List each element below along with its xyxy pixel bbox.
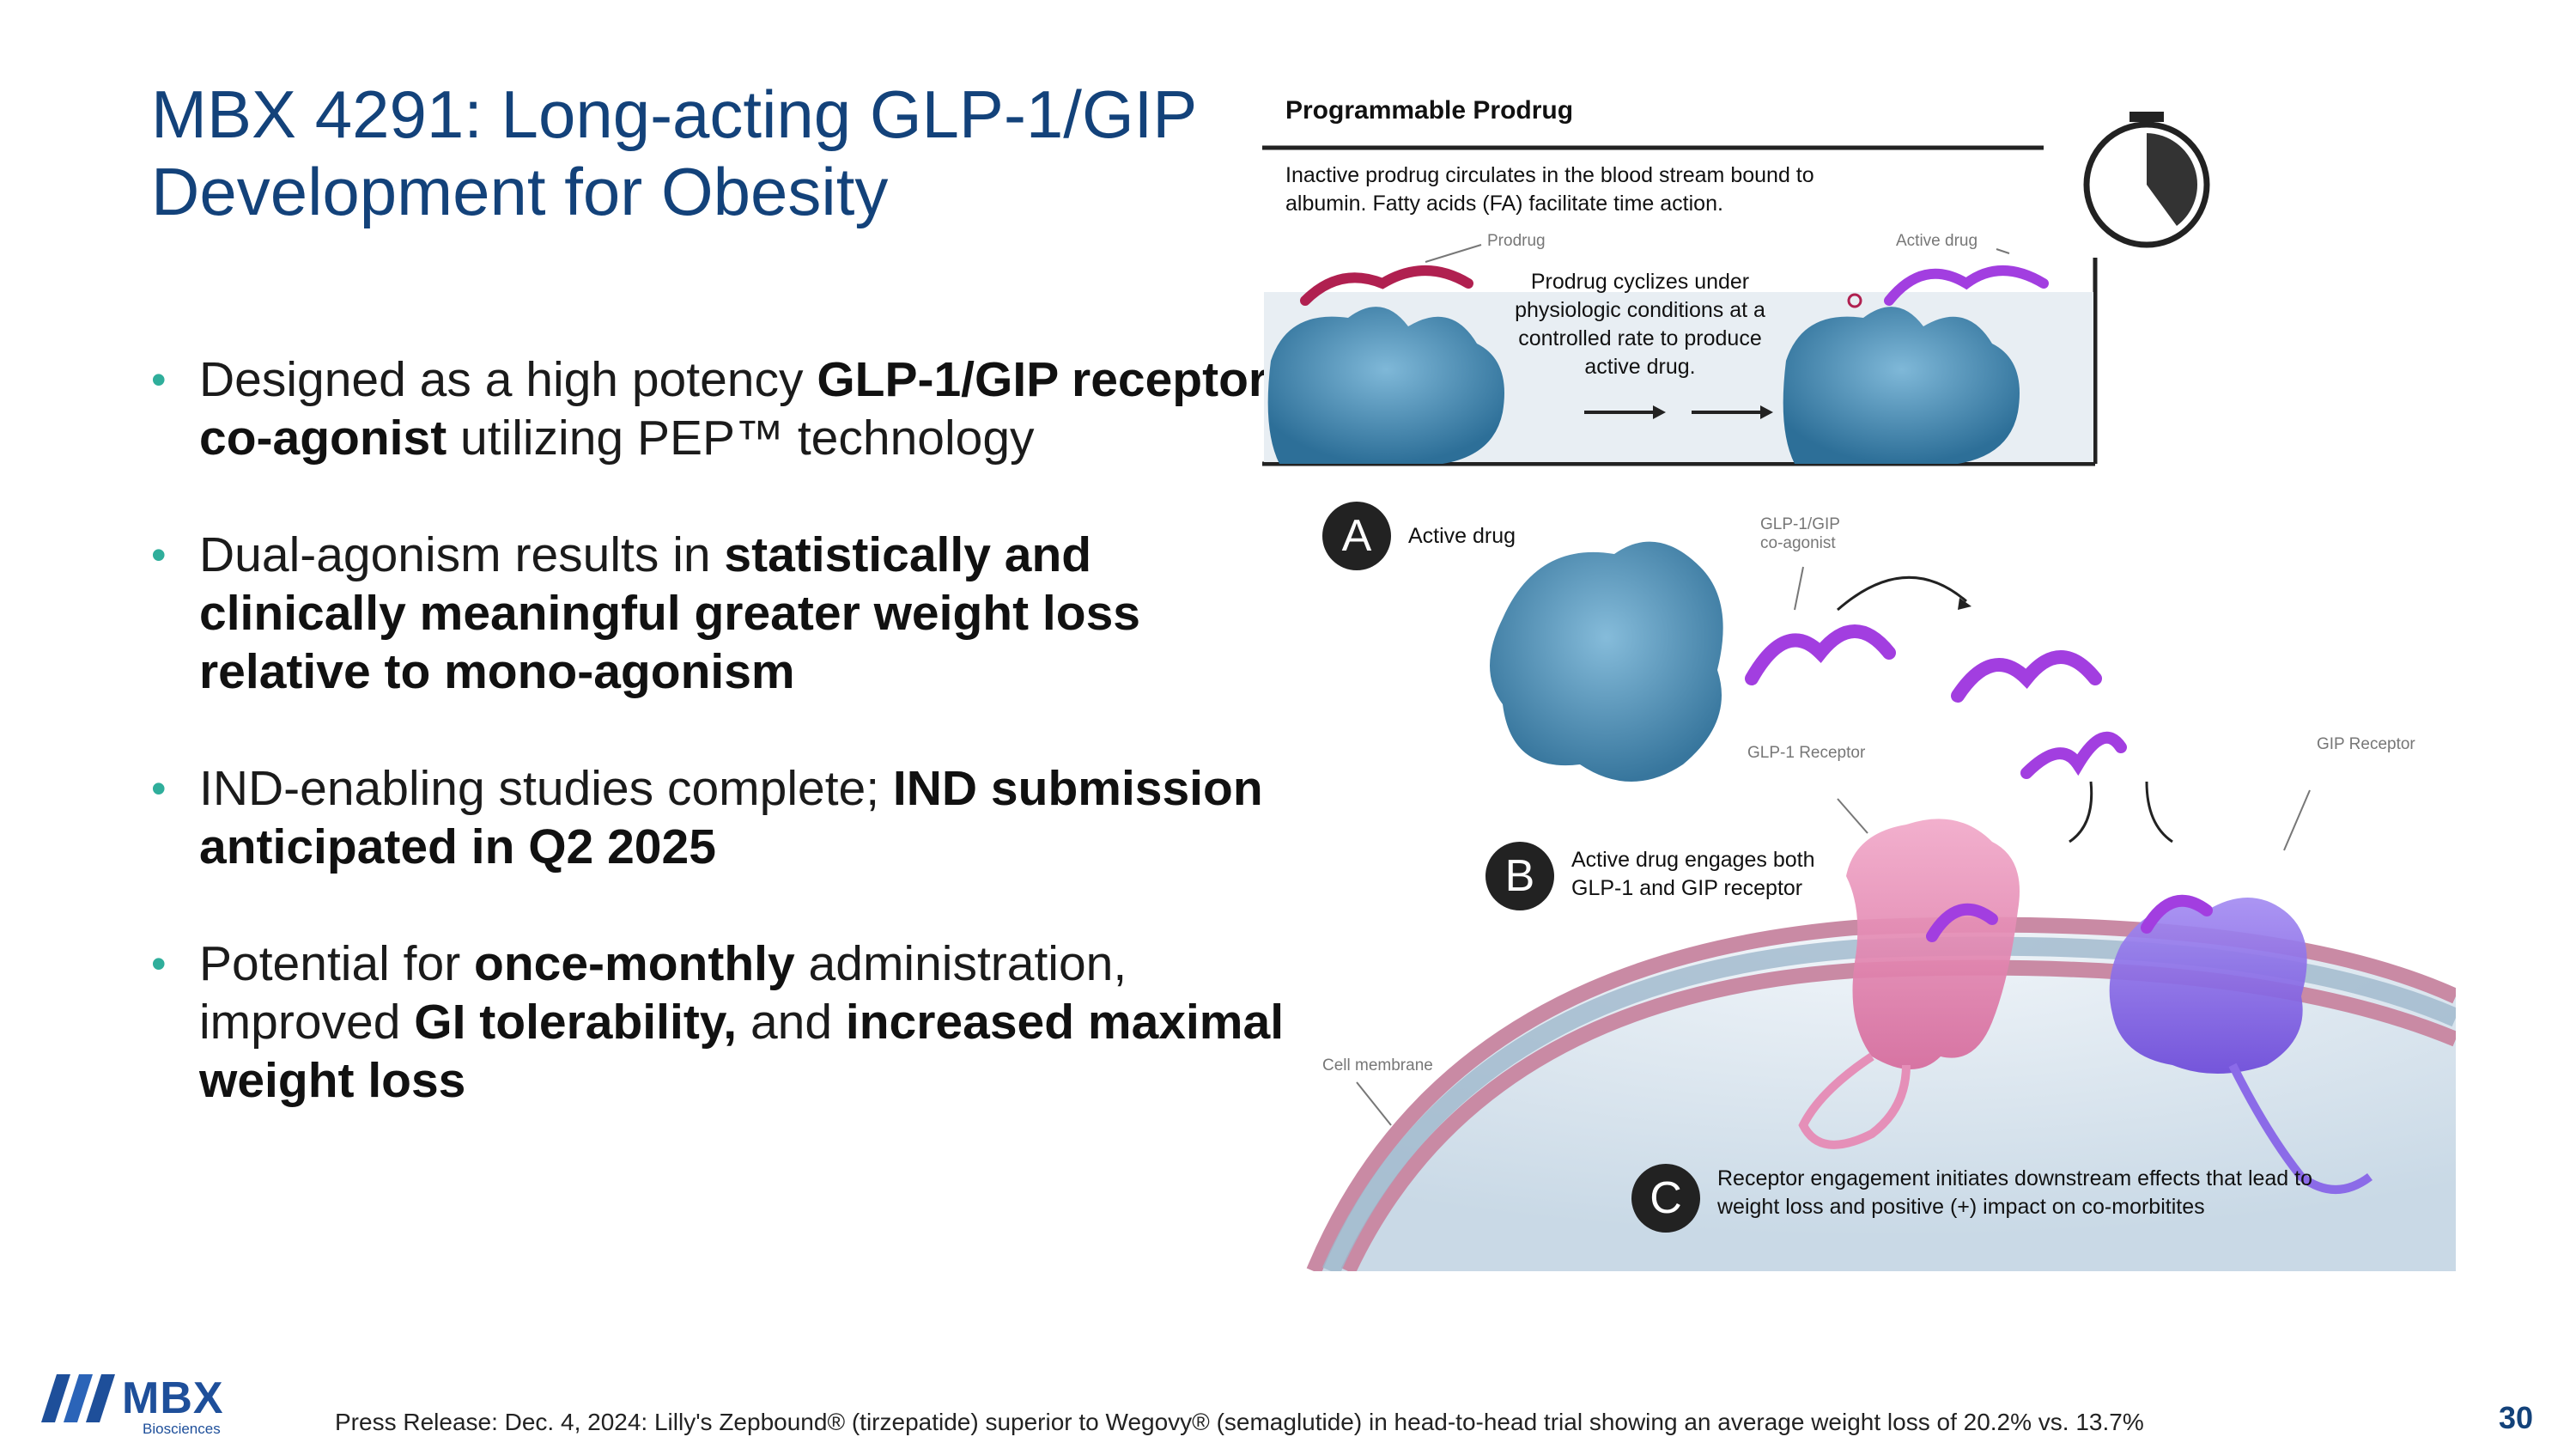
gip-receptor-label: GIP Receptor [2317, 735, 2415, 753]
logo-name: MBX [122, 1373, 224, 1423]
step-a-badge: A [1322, 502, 1391, 570]
glp1-receptor [1798, 798, 2020, 1149]
section-a-illustration [1490, 541, 2127, 782]
company-logo: MBX Biosciences [41, 1374, 239, 1439]
albumin-left [1267, 265, 1504, 464]
step-c-badge: C [1631, 1164, 1700, 1233]
step-c-text: Receptor engagement initiates downstream… [1717, 1166, 2313, 1219]
active-drug-label: Active drug [1896, 232, 1978, 250]
mechanism-figure: Programmable Prodrug Inactive prodrug ci… [1254, 86, 2456, 1271]
bullet-item: • IND-enabling studies complete; IND subm… [151, 761, 1263, 874]
prodrug-description: Inactive prodrug circulates in the blood… [1285, 163, 1814, 216]
prodrug-heading: Programmable Prodrug [1285, 96, 1574, 125]
bullet-dot-icon: • [151, 940, 167, 988]
bullet-dot-icon: • [151, 764, 167, 813]
step-b-badge: B [1485, 842, 1554, 910]
bullet-item: • Designed as a high potency GLP-1/GIP re… [151, 352, 1268, 466]
cell-membrane-label: Cell membrane [1322, 1056, 1433, 1075]
step-b-text: Active drug engages both GLP-1 and GIP r… [1571, 848, 1815, 900]
bullet-list: • Designed as a high potency GLP-1/GIP re… [151, 350, 1285, 1168]
bullet-dot-icon: • [151, 356, 167, 404]
albumin-right [1783, 265, 2049, 464]
footer-note: Press Release: Dec. 4, 2024: Lilly's Zep… [335, 1409, 2144, 1435]
timer-icon [2083, 112, 2210, 248]
page-number: 30 [2498, 1400, 2533, 1435]
page-title: MBX 4291: Long-acting GLP-1/GIP Developm… [151, 76, 1196, 229]
cyclize-text: Prodrug cyclizes under physiologic condi… [1515, 270, 1765, 379]
logo-subtitle: Biosciences [143, 1421, 221, 1437]
bullet-item: • Dual-agonism results in statistically a… [151, 527, 1140, 699]
prodrug-label: Prodrug [1487, 232, 1546, 250]
coagonist-label: GLP-1/GIP co-agonist [1760, 515, 1840, 552]
glp1-receptor-label: GLP-1 Receptor [1747, 744, 1866, 762]
arrow-icon [1584, 405, 1773, 419]
prodrug-panel [1262, 112, 2210, 466]
gip-receptor [2069, 781, 2372, 1194]
step-a-text: Active drug [1408, 524, 1516, 548]
bullet-item: • Potential for once-monthly administrati… [151, 936, 1285, 1108]
mechanism-illustration [1262, 112, 2456, 1271]
bullet-dot-icon: • [151, 531, 167, 579]
logo-mark-icon [41, 1374, 115, 1422]
